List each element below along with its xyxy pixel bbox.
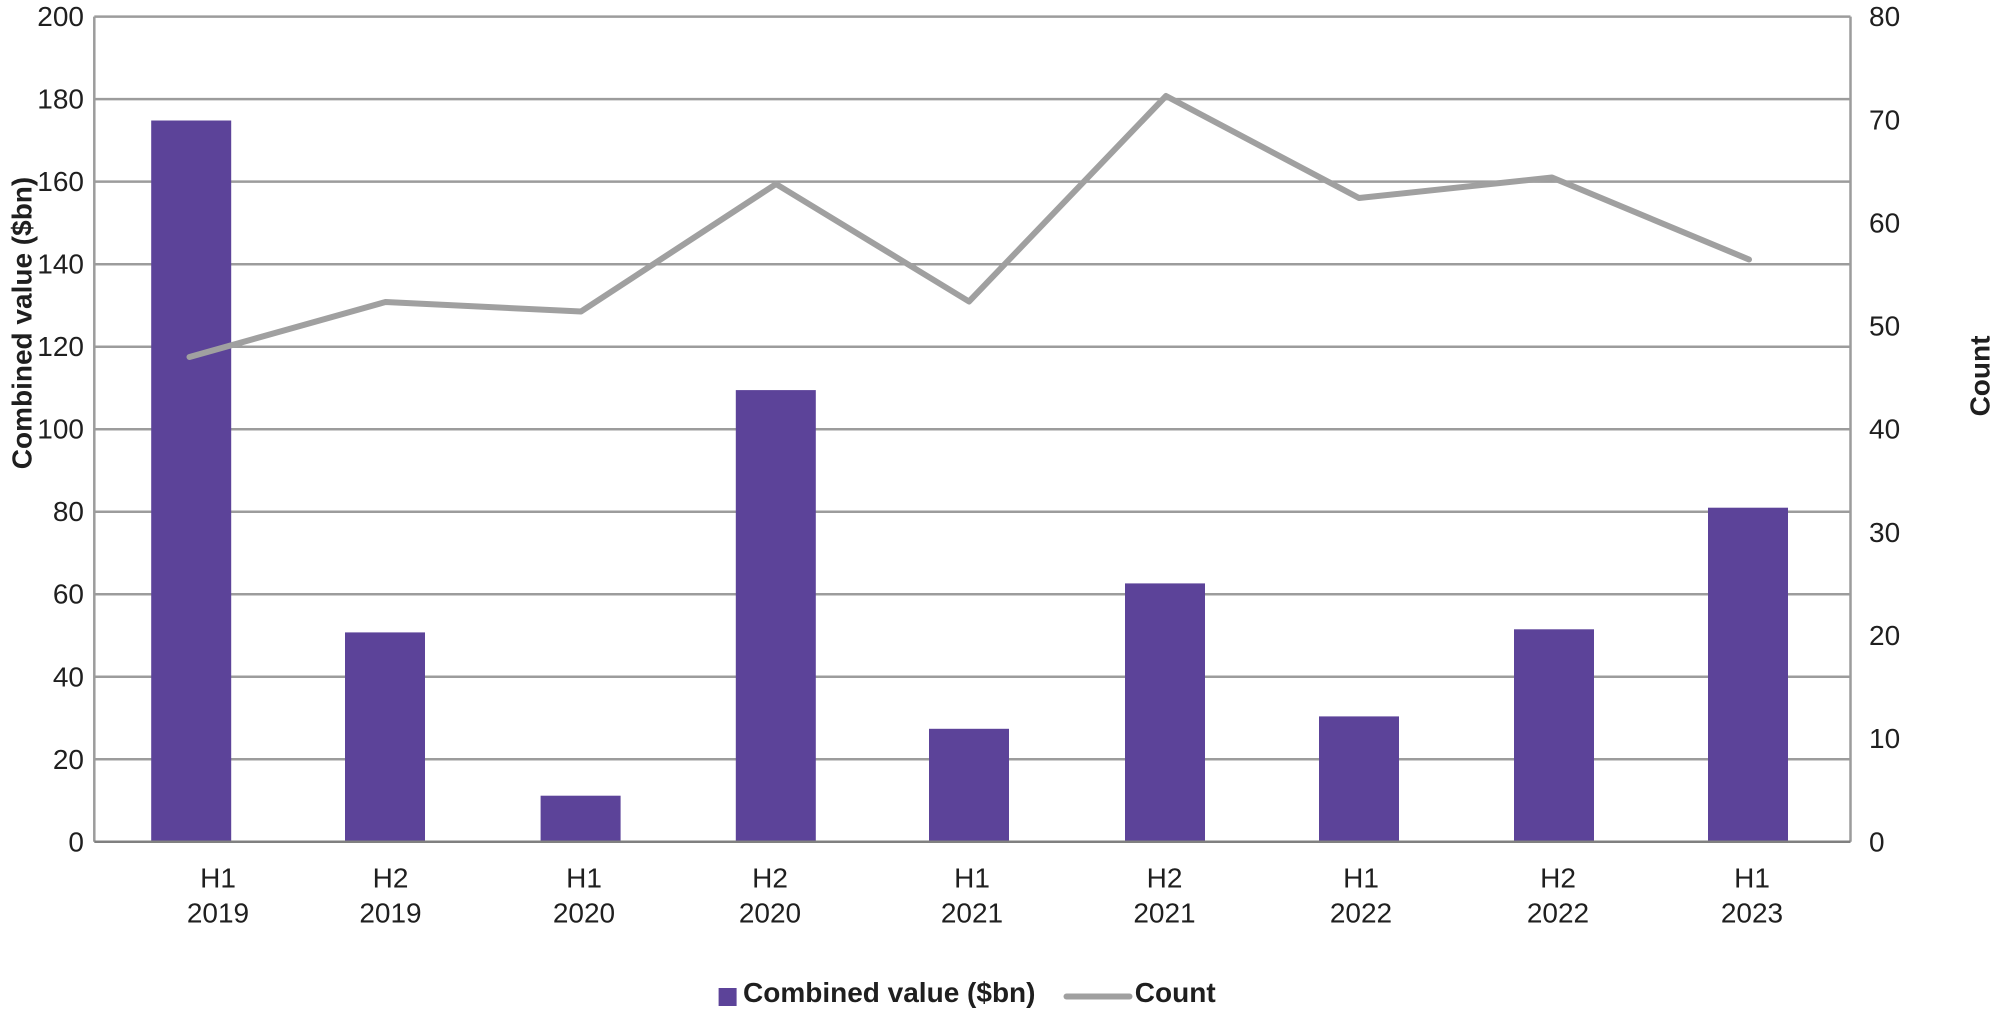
svg-text:H1: H1 — [954, 862, 990, 893]
svg-text:H1: H1 — [1343, 862, 1379, 893]
svg-text:100: 100 — [37, 414, 84, 445]
svg-text:40: 40 — [1869, 414, 1900, 445]
svg-text:2021: 2021 — [1133, 897, 1195, 928]
svg-text:Count: Count — [1135, 977, 1216, 1008]
svg-text:80: 80 — [1869, 1, 1900, 32]
svg-text:2021: 2021 — [941, 897, 1003, 928]
svg-text:Combined value ($bn): Combined value ($bn) — [7, 177, 38, 469]
svg-text:10: 10 — [1869, 723, 1900, 754]
svg-text:2019: 2019 — [187, 897, 249, 928]
svg-text:60: 60 — [53, 579, 84, 610]
svg-text:H2: H2 — [1540, 862, 1576, 893]
svg-text:H1: H1 — [1734, 862, 1770, 893]
svg-text:20: 20 — [1869, 620, 1900, 651]
svg-text:70: 70 — [1869, 104, 1900, 135]
svg-text:H1: H1 — [200, 862, 236, 893]
svg-text:Count: Count — [1965, 336, 1996, 417]
svg-text:120: 120 — [37, 331, 84, 362]
svg-text:0: 0 — [1869, 826, 1885, 857]
svg-text:2020: 2020 — [553, 897, 615, 928]
svg-text:H2: H2 — [373, 862, 409, 893]
svg-text:60: 60 — [1869, 207, 1900, 238]
svg-text:80: 80 — [53, 496, 84, 527]
svg-text:140: 140 — [37, 249, 84, 280]
svg-text:160: 160 — [37, 166, 84, 197]
svg-text:50: 50 — [1869, 311, 1900, 342]
svg-text:40: 40 — [53, 661, 84, 692]
svg-text:H2: H2 — [752, 862, 788, 893]
svg-text:30: 30 — [1869, 517, 1900, 548]
svg-text:2022: 2022 — [1527, 897, 1589, 928]
svg-text:H2: H2 — [1147, 862, 1183, 893]
svg-text:0: 0 — [68, 826, 84, 857]
svg-text:2022: 2022 — [1330, 897, 1392, 928]
svg-text:200: 200 — [37, 1, 84, 32]
svg-text:2019: 2019 — [359, 897, 421, 928]
svg-text:H1: H1 — [566, 862, 602, 893]
svg-text:2020: 2020 — [739, 897, 801, 928]
svg-text:2023: 2023 — [1721, 897, 1783, 928]
svg-text:180: 180 — [37, 84, 84, 115]
svg-text:20: 20 — [53, 744, 84, 775]
svg-text:Combined value ($bn): Combined value ($bn) — [743, 977, 1035, 1008]
